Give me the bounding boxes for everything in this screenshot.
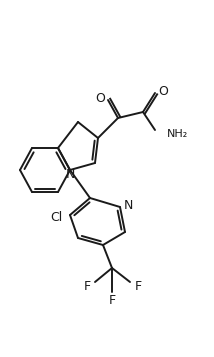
Text: O: O (158, 85, 168, 97)
Text: O: O (95, 91, 105, 105)
Text: Cl: Cl (50, 211, 62, 223)
Text: F: F (134, 280, 142, 292)
Text: NH₂: NH₂ (167, 129, 188, 139)
Text: F: F (108, 293, 116, 307)
Text: N: N (65, 167, 75, 181)
Text: F: F (83, 280, 91, 292)
Text: N: N (123, 198, 133, 211)
